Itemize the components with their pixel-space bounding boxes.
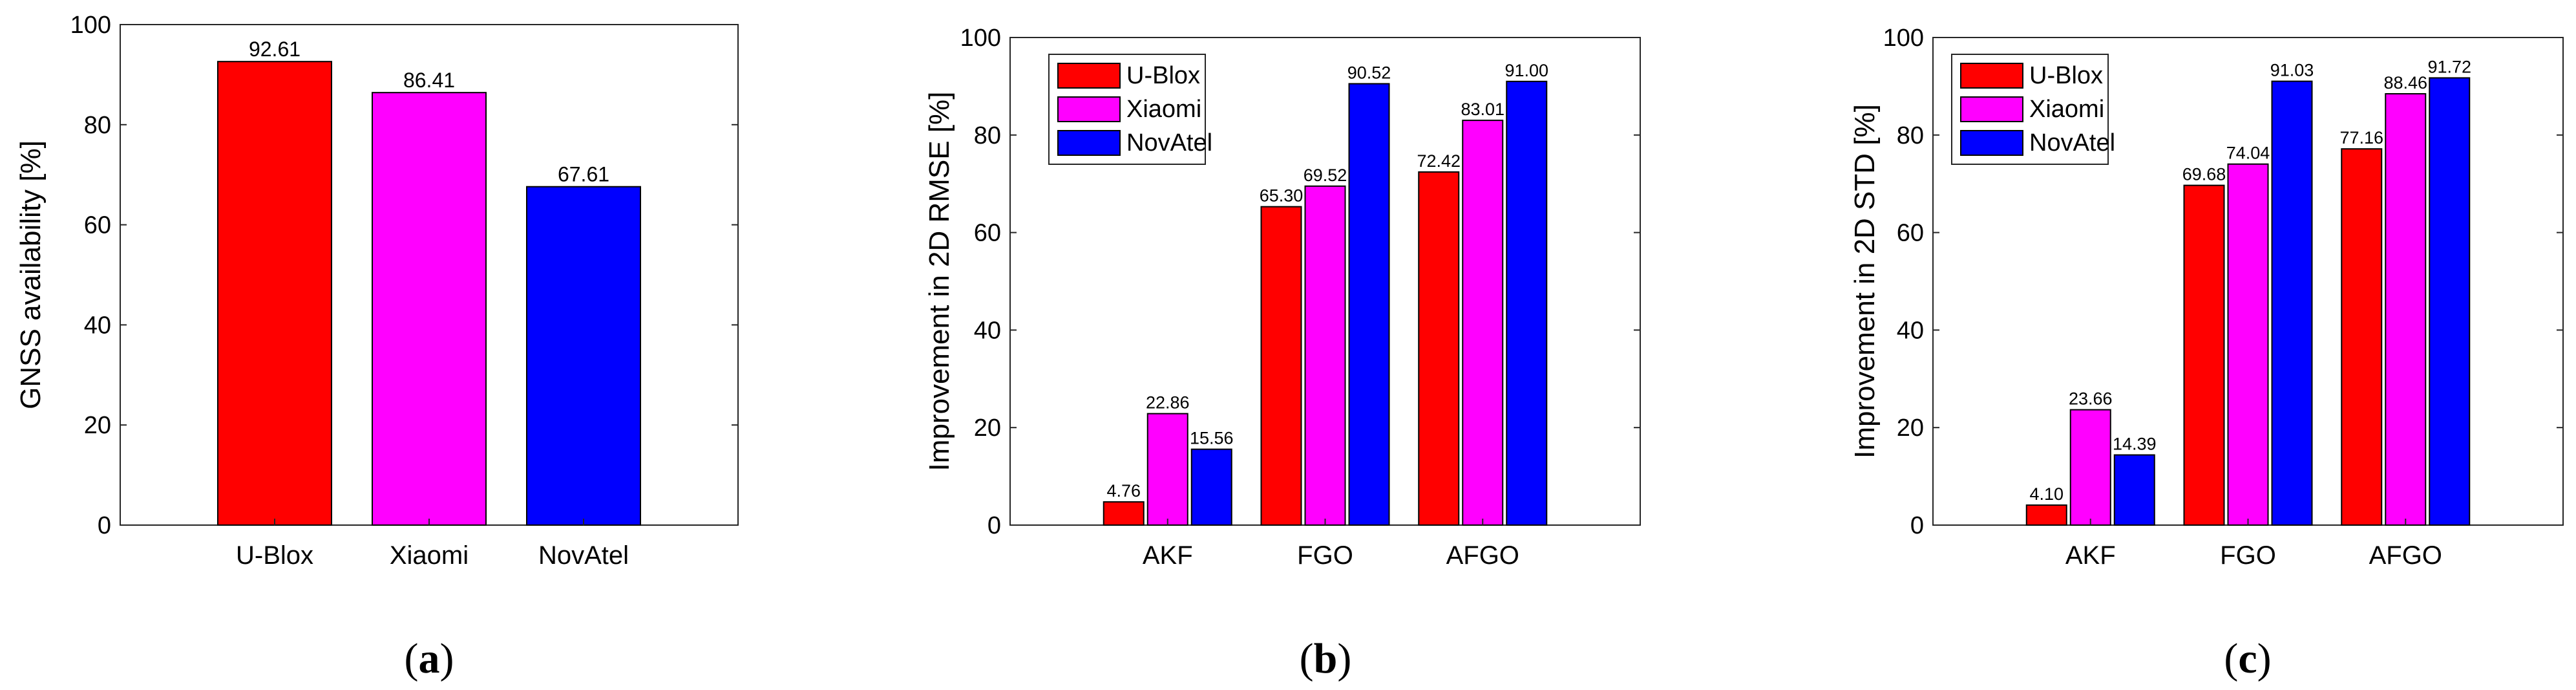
bar-afgo-xiaomi — [1462, 120, 1504, 526]
data-label: 4.10 — [2029, 484, 2064, 504]
data-label: 22.86 — [1146, 393, 1190, 413]
bar-afgo-novatel — [2429, 77, 2471, 526]
data-label: 67.61 — [558, 163, 609, 186]
y-tick-label: 80 — [974, 122, 1001, 149]
bar-akf-novatel — [2113, 454, 2155, 526]
y-tick-label: 40 — [1897, 317, 1924, 344]
bar-novatel — [526, 186, 641, 526]
data-label: 92.61 — [249, 38, 301, 61]
panel-label: (b) — [1300, 635, 1352, 682]
y-tick-label: 100 — [1883, 25, 1924, 52]
bar-fgo-novatel — [2271, 80, 2313, 526]
legend-label: U-Blox — [1126, 62, 1200, 89]
bar-akf-xiaomi — [1146, 413, 1188, 526]
y-tick-label: 60 — [1897, 220, 1924, 247]
legend: U-Blox Xiaomi NovAtel — [1951, 54, 2115, 165]
legend-label: NovAtel — [1126, 129, 1212, 156]
bar-akf-xiaomi — [2069, 409, 2111, 526]
chart-panel-1: 0 20 40 60 80 100 GNSS availability [%] 92.61 U-… — [15, 12, 739, 682]
legend-label: Xiaomi — [2029, 96, 2104, 123]
data-label: 91.00 — [1504, 61, 1548, 80]
y-tick-label: 100 — [960, 25, 1001, 52]
bar-xiaomi — [372, 92, 487, 526]
bar-afgo-u-blox — [1418, 171, 1460, 526]
data-label: 90.52 — [1347, 63, 1391, 82]
data-label: 4.76 — [1106, 481, 1141, 501]
y-tick-label: 60 — [84, 212, 111, 239]
y-axis-label: GNSS availability [%] — [15, 140, 47, 409]
y-axis-label: Improvement in 2D RMSE [%] — [924, 92, 955, 471]
legend-swatch-novatel — [1960, 130, 2023, 156]
legend-label: NovAtel — [2029, 129, 2115, 156]
y-tick-label: 0 — [1910, 512, 1924, 539]
legend-swatch-u-blox — [1960, 63, 2023, 89]
data-label: 69.68 — [2182, 165, 2226, 184]
x-tick-label: Xiaomi — [390, 541, 469, 570]
bar-fgo-xiaomi — [2227, 163, 2269, 526]
legend-swatch-novatel — [1057, 130, 1121, 156]
panel-label: (a) — [405, 635, 454, 682]
data-label: 77.16 — [2339, 128, 2383, 147]
bar-akf-u-blox — [1103, 501, 1145, 526]
x-tick-label: AFGO — [1446, 541, 1519, 570]
data-label: 91.72 — [2427, 57, 2471, 76]
x-tick-label: NovAtel — [538, 541, 629, 570]
y-tick-label: 20 — [974, 415, 1001, 442]
y-tick-label: 60 — [974, 220, 1001, 247]
data-label: 74.04 — [2226, 144, 2270, 163]
legend-swatch-u-blox — [1057, 63, 1121, 89]
y-tick-label: 100 — [70, 12, 111, 39]
y-axis-label: Improvement in 2D STD [%] — [1849, 104, 1881, 458]
chart-panel-2: 0 20 40 60 80 100 Improvement in 2D RMSE [%] 4.… — [924, 25, 1641, 682]
y-tick-label: 0 — [987, 512, 1001, 539]
data-label: 14.39 — [2113, 434, 2157, 453]
y-tick-label: 20 — [84, 412, 111, 439]
y-tick-label: 80 — [1897, 122, 1924, 149]
y-tick-label: 40 — [84, 312, 111, 339]
legend: U-Blox Xiaomi NovAtel — [1048, 54, 1212, 165]
y-tick-label: 20 — [1897, 415, 1924, 442]
x-tick-label: FGO — [1297, 541, 1353, 570]
bar-akf-novatel — [1190, 448, 1232, 526]
x-tick-label: FGO — [2220, 541, 2276, 570]
data-label: 83.01 — [1461, 100, 1504, 119]
data-label: 91.03 — [2270, 61, 2314, 80]
data-label: 15.56 — [1190, 429, 1234, 448]
bar-akf-u-blox — [2025, 504, 2067, 526]
chart-panel-3: 0 20 40 60 80 100 Improvement in 2D STD [%] 4.1… — [1849, 25, 2564, 682]
y-tick-label: 80 — [84, 112, 111, 139]
bar-fgo-novatel — [1348, 83, 1390, 526]
x-tick-label: AFGO — [2369, 541, 2442, 570]
x-tick-label: U-Blox — [236, 541, 313, 570]
bar-afgo-u-blox — [2341, 148, 2383, 526]
data-label: 65.30 — [1260, 186, 1304, 206]
bar-fgo-u-blox — [1260, 206, 1302, 526]
bar-fgo-xiaomi — [1304, 185, 1346, 526]
data-label: 69.52 — [1304, 166, 1347, 185]
legend-swatch-xiaomi — [1960, 96, 2023, 122]
bar-u-blox — [217, 61, 332, 526]
bar-afgo-novatel — [1506, 80, 1548, 526]
data-label: 23.66 — [2069, 389, 2113, 409]
legend-label: Xiaomi — [1126, 96, 1201, 123]
x-tick-label: AKF — [1143, 541, 1193, 570]
bar-fgo-u-blox — [2183, 184, 2225, 526]
x-tick-label: AKF — [2065, 541, 2116, 570]
data-label: 72.42 — [1417, 151, 1461, 171]
legend-swatch-xiaomi — [1057, 96, 1121, 122]
data-label: 88.46 — [2383, 73, 2427, 92]
legend-label: U-Blox — [2029, 62, 2103, 89]
y-tick-label: 0 — [98, 512, 111, 539]
bar-afgo-xiaomi — [2385, 93, 2427, 526]
data-label: 86.41 — [403, 69, 455, 92]
y-tick-label: 40 — [974, 317, 1001, 344]
panel-label: (c) — [2224, 635, 2271, 682]
